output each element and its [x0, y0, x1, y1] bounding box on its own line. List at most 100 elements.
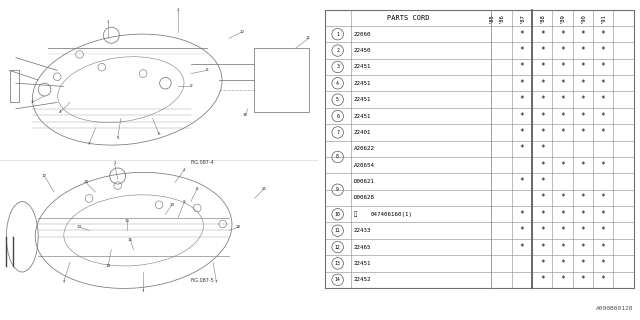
Text: *: *: [520, 95, 524, 104]
Text: 7: 7: [336, 130, 339, 135]
Text: A090B00128: A090B00128: [596, 306, 634, 311]
Text: 1: 1: [107, 20, 109, 24]
Text: *: *: [540, 177, 545, 186]
Text: *: *: [601, 193, 605, 203]
Text: 11: 11: [335, 228, 340, 233]
Text: 22451: 22451: [354, 64, 371, 69]
Text: *: *: [560, 62, 564, 71]
Text: *: *: [520, 226, 524, 235]
Text: 3: 3: [31, 100, 33, 104]
Text: *: *: [540, 243, 545, 252]
Text: *: *: [520, 112, 524, 121]
Text: *: *: [520, 62, 524, 71]
Text: 9: 9: [189, 84, 192, 88]
Text: A20654: A20654: [354, 163, 375, 168]
Text: 16: 16: [128, 238, 133, 242]
Text: *: *: [580, 210, 585, 219]
Text: 7: 7: [88, 142, 90, 146]
Text: '85: '85: [489, 13, 494, 23]
Text: 22433: 22433: [354, 228, 371, 233]
Text: *: *: [540, 144, 545, 153]
Text: 8: 8: [205, 68, 208, 72]
Text: 19: 19: [169, 203, 174, 207]
Text: 2: 2: [177, 8, 179, 12]
Text: 20: 20: [83, 180, 88, 184]
Text: A20622: A20622: [354, 146, 375, 151]
Text: 9: 9: [336, 187, 339, 192]
Text: *: *: [540, 79, 545, 88]
Text: *: *: [560, 275, 564, 284]
Text: *: *: [560, 226, 564, 235]
Text: *: *: [560, 259, 564, 268]
Text: FIG.087-5: FIG.087-5: [191, 278, 214, 284]
Text: 10: 10: [243, 113, 248, 117]
Text: 22451: 22451: [354, 81, 371, 86]
Text: *: *: [601, 46, 605, 55]
Text: 7: 7: [142, 289, 145, 293]
Text: *: *: [540, 259, 545, 268]
Text: *: *: [520, 210, 524, 219]
Text: *: *: [540, 275, 545, 284]
Text: 2: 2: [336, 48, 339, 53]
Text: *: *: [540, 95, 545, 104]
Text: '89: '89: [560, 13, 565, 23]
Text: 22401: 22401: [354, 130, 371, 135]
Text: *: *: [601, 112, 605, 121]
Text: *: *: [580, 112, 585, 121]
Text: *: *: [560, 193, 564, 203]
Text: *: *: [580, 161, 585, 170]
Text: 8: 8: [196, 187, 198, 191]
Text: 2: 2: [183, 168, 186, 172]
Text: *: *: [560, 128, 564, 137]
Text: 4: 4: [336, 81, 339, 86]
Text: 8: 8: [336, 155, 339, 159]
Text: 22451: 22451: [354, 97, 371, 102]
Text: 12: 12: [335, 244, 340, 250]
Text: 12: 12: [239, 30, 244, 34]
Text: *: *: [520, 79, 524, 88]
Text: 3: 3: [336, 64, 339, 69]
Text: *: *: [580, 226, 585, 235]
Text: 22450: 22450: [354, 48, 371, 53]
Text: *: *: [601, 226, 605, 235]
Text: 7: 7: [62, 280, 65, 284]
Text: *: *: [601, 79, 605, 88]
Text: '91: '91: [600, 13, 605, 23]
Text: *: *: [580, 275, 585, 284]
Text: *: *: [540, 161, 545, 170]
Text: *: *: [560, 95, 564, 104]
Text: *: *: [601, 161, 605, 170]
Text: *: *: [580, 46, 585, 55]
Text: 10: 10: [335, 212, 340, 217]
Text: *: *: [520, 30, 524, 39]
Text: 13: 13: [77, 225, 82, 229]
Text: 17: 17: [42, 174, 47, 178]
Text: 9: 9: [183, 200, 186, 204]
Bar: [255, 48, 308, 112]
Text: *: *: [560, 30, 564, 39]
Text: 047406160(1): 047406160(1): [371, 212, 413, 217]
Text: *: *: [580, 128, 585, 137]
Text: *: *: [540, 226, 545, 235]
Text: 13: 13: [335, 261, 340, 266]
Text: PARTS CORD: PARTS CORD: [387, 15, 429, 21]
Text: 6: 6: [157, 132, 161, 136]
Text: 18: 18: [236, 225, 241, 229]
Text: *: *: [601, 210, 605, 219]
Text: *: *: [520, 243, 524, 252]
Text: 22465: 22465: [354, 244, 371, 250]
Text: *: *: [560, 46, 564, 55]
Text: 1: 1: [336, 32, 339, 37]
Text: *: *: [540, 62, 545, 71]
Text: *: *: [540, 112, 545, 121]
Text: 15: 15: [125, 219, 130, 223]
Text: 11: 11: [306, 36, 311, 40]
Text: *: *: [580, 243, 585, 252]
Text: 4: 4: [59, 110, 61, 114]
Text: D00628: D00628: [354, 196, 375, 200]
Text: *: *: [520, 128, 524, 137]
Text: 21: 21: [262, 187, 267, 191]
Text: *: *: [601, 30, 605, 39]
Text: *: *: [580, 95, 585, 104]
Text: 22452: 22452: [354, 277, 371, 282]
